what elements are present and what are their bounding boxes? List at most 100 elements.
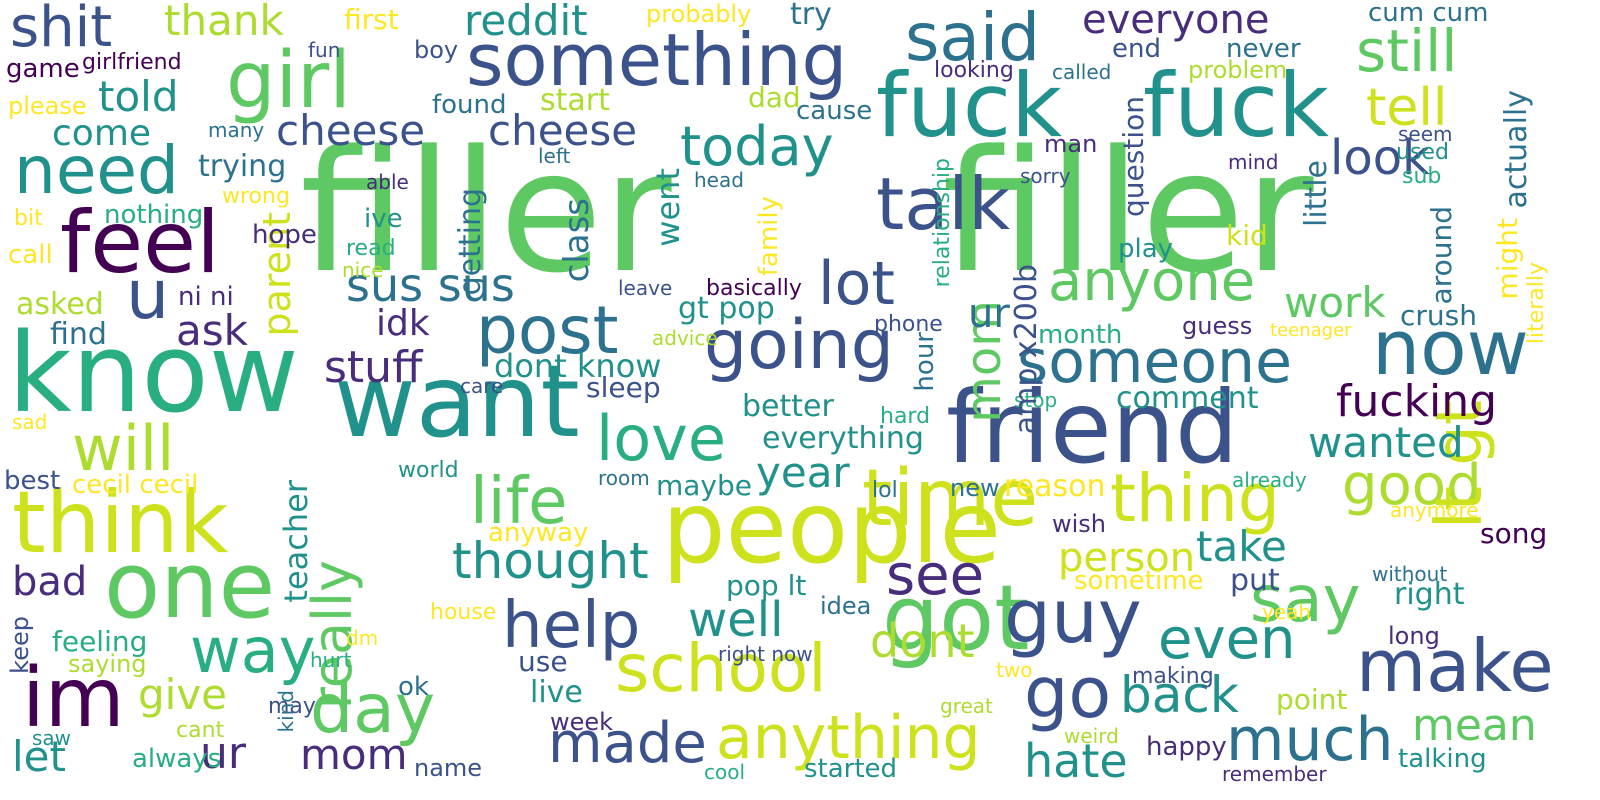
word: long <box>1388 622 1440 650</box>
word: bit <box>14 206 43 231</box>
word: keep <box>6 616 34 674</box>
word: point <box>1276 683 1348 716</box>
word: school <box>615 630 827 707</box>
word: basically <box>706 276 802 301</box>
word: might <box>1491 218 1524 300</box>
word: first <box>344 3 399 36</box>
word: never <box>1226 34 1301 64</box>
word: best <box>4 466 61 496</box>
word: told <box>98 72 179 121</box>
word: advice <box>652 326 718 350</box>
word: idk <box>376 303 430 344</box>
word: please <box>8 92 87 120</box>
word: today <box>680 115 834 178</box>
word: made <box>548 711 707 776</box>
word: yeah <box>1262 600 1312 624</box>
word: cause <box>796 96 873 126</box>
word: comment <box>1116 381 1259 416</box>
word: literally <box>1524 262 1549 345</box>
word: sus sus <box>346 258 515 312</box>
word: idea <box>820 592 872 620</box>
word: lol <box>872 478 898 503</box>
word: always <box>132 744 222 774</box>
word: life <box>470 465 568 539</box>
word: right now <box>718 642 813 666</box>
word: phone <box>874 312 943 337</box>
word: used <box>1396 140 1449 165</box>
word: hard <box>880 404 931 429</box>
word: person <box>1058 535 1196 581</box>
word: started <box>804 754 898 784</box>
word: work <box>1284 278 1386 327</box>
word: look <box>1330 130 1430 186</box>
word: going <box>704 306 894 385</box>
word: may <box>268 694 316 719</box>
word: one <box>104 532 276 639</box>
word: call <box>8 240 53 270</box>
word: play <box>1118 234 1174 264</box>
word: people <box>662 469 1001 586</box>
word: said <box>905 0 1041 76</box>
word: anymore <box>1390 498 1479 522</box>
word: left <box>538 144 571 168</box>
word: someone <box>1017 327 1292 397</box>
word: anyway <box>488 518 589 548</box>
word: hour <box>910 332 940 392</box>
word: amp x200b <box>1009 264 1044 435</box>
word: anything <box>716 703 981 773</box>
word: im <box>22 651 125 746</box>
word: find <box>50 317 107 352</box>
word: month <box>1038 320 1123 350</box>
word: let <box>12 732 66 781</box>
word: pop lt <box>726 569 807 602</box>
word: looking <box>934 58 1014 83</box>
word: boy <box>414 36 459 64</box>
word: much <box>1226 705 1394 775</box>
word: ni ni <box>178 282 234 312</box>
word: mom <box>300 730 408 779</box>
word: teenager <box>1270 320 1352 341</box>
word: mean <box>1412 700 1537 751</box>
word: fun <box>308 38 341 62</box>
word: leave <box>618 276 673 300</box>
word: live <box>530 675 583 710</box>
word: called <box>1052 60 1112 84</box>
word: make <box>1356 624 1554 708</box>
word: nice <box>342 258 384 282</box>
word: sad <box>12 410 48 434</box>
word: fuck <box>876 54 1063 157</box>
word: went <box>649 168 687 247</box>
word: cheese <box>488 106 638 155</box>
word: fucking <box>1336 376 1498 427</box>
word: cum cum <box>1368 0 1489 28</box>
word: friend <box>946 369 1239 486</box>
word: want <box>334 343 580 460</box>
word: better <box>742 389 834 424</box>
word: tell <box>1366 78 1448 138</box>
word: shit <box>10 0 113 60</box>
word: feeling <box>52 625 148 658</box>
word: maybe <box>656 469 753 502</box>
word: great <box>940 694 993 718</box>
word: say <box>1250 563 1361 637</box>
word: back <box>1120 666 1239 724</box>
word: something <box>466 18 848 102</box>
word: two <box>996 658 1033 682</box>
word: wrong <box>222 184 290 209</box>
word: start <box>540 83 610 118</box>
word: time <box>862 454 1039 544</box>
word: post <box>476 292 619 369</box>
word: dont <box>870 614 975 668</box>
word: man <box>1044 130 1098 158</box>
word: even <box>1158 607 1296 672</box>
word: dm <box>346 626 379 650</box>
word: gt pop <box>678 291 775 326</box>
word: sometime <box>1074 566 1204 596</box>
word: girl <box>226 36 351 126</box>
word: cheese <box>276 106 426 155</box>
word: need <box>14 132 179 209</box>
word: reddit <box>464 0 588 45</box>
word: class <box>557 198 597 283</box>
word: put <box>1230 563 1280 598</box>
